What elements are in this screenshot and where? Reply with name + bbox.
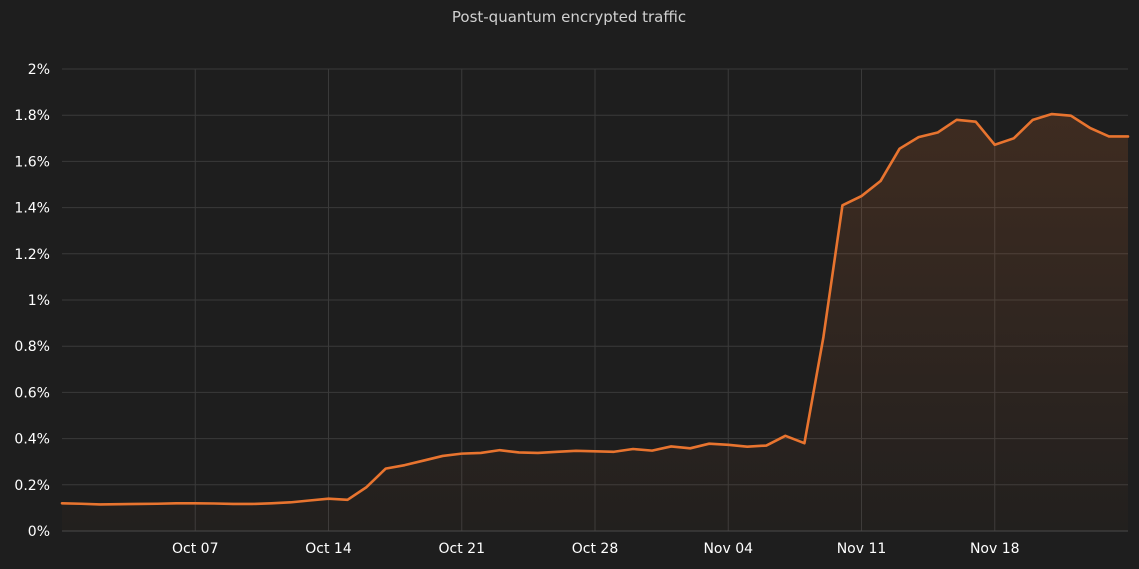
y-tick-label: 1.2%	[14, 247, 50, 263]
y-tick-label: 1%	[28, 293, 50, 309]
x-axis: Oct 07 Oct 14 Oct 21 Oct 28 Nov 04 Nov 11 Nov …	[172, 541, 1020, 557]
y-axis: 0% 0.2% 0.4% 0.6% 0.8% 1% 1.2% 1.4% 1.6% 1.8% 2%	[14, 62, 50, 540]
y-tick-label: 1.4%	[14, 201, 50, 217]
x-tick-label: Oct 07	[172, 541, 218, 557]
x-tick-label: Nov 11	[837, 541, 887, 557]
y-tick-label: 0.6%	[14, 385, 50, 401]
series-line	[60, 112, 1130, 506]
y-tick-label: 0%	[28, 524, 50, 540]
x-tick-label: Oct 28	[572, 541, 618, 557]
chart-title: Post-quantum encrypted traffic	[452, 8, 686, 26]
y-tick-label: 1.8%	[14, 108, 50, 124]
y-tick-label: 2%	[28, 62, 50, 78]
x-tick-label: Oct 14	[305, 541, 352, 557]
series-area	[62, 114, 1128, 532]
x-tick-label: Nov 04	[703, 541, 753, 557]
y-tick-label: 0.8%	[14, 339, 50, 355]
y-tick-label: 0.2%	[14, 478, 50, 494]
x-tick-label: Nov 18	[970, 541, 1020, 557]
x-tick-label: Oct 21	[439, 541, 485, 557]
y-tick-label: 0.4%	[14, 432, 50, 448]
y-tick-label: 1.6%	[14, 154, 50, 170]
